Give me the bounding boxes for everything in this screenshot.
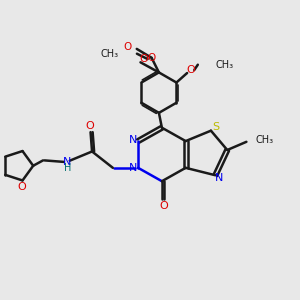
Text: O: O — [159, 201, 168, 211]
Text: N: N — [215, 172, 223, 183]
Text: N: N — [129, 164, 137, 173]
Text: O: O — [140, 54, 148, 64]
Text: O: O — [17, 182, 26, 192]
Text: CH₃: CH₃ — [101, 49, 119, 59]
Text: N: N — [129, 135, 137, 145]
Text: O: O — [124, 42, 132, 52]
Text: CH₃: CH₃ — [256, 135, 274, 145]
Text: CH₃: CH₃ — [216, 60, 234, 70]
Text: O: O — [85, 121, 94, 131]
Text: N: N — [63, 157, 71, 167]
Text: S: S — [212, 122, 219, 132]
Text: H: H — [64, 164, 71, 173]
Text: O: O — [186, 65, 195, 75]
Text: O: O — [148, 53, 156, 63]
